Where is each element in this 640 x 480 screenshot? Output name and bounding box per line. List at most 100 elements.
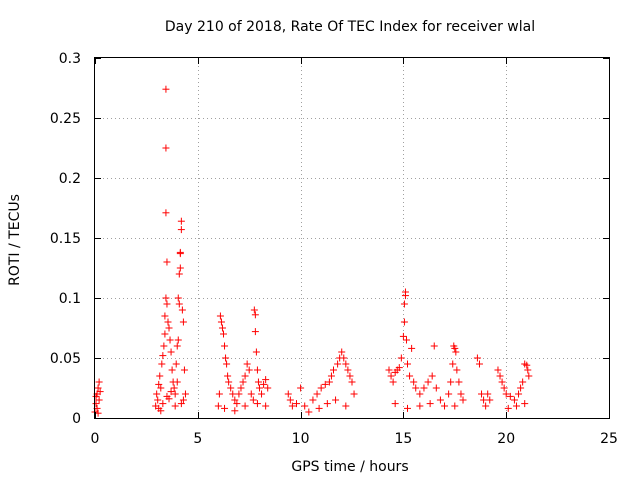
- data-point: [309, 396, 317, 404]
- data-point: [510, 396, 518, 404]
- data-point: [166, 336, 174, 344]
- data-point: [153, 390, 161, 398]
- data-point: [416, 402, 424, 410]
- data-point: [253, 400, 261, 408]
- data-point: [224, 372, 232, 380]
- data-point: [170, 384, 178, 392]
- data-point: [258, 390, 266, 398]
- data-point: [264, 384, 272, 392]
- x-tick-label: 20: [497, 431, 515, 447]
- data-point: [260, 380, 268, 388]
- data-point: [406, 372, 414, 380]
- data-point: [297, 384, 305, 392]
- data-point: [519, 378, 527, 386]
- data-point: [504, 404, 512, 412]
- data-point: [163, 392, 171, 400]
- data-point: [452, 348, 460, 356]
- x-tick-label: 0: [91, 431, 100, 447]
- data-point: [410, 378, 418, 386]
- data-point: [451, 344, 459, 352]
- data-point: [160, 342, 168, 350]
- data-point: [92, 392, 100, 400]
- data-point: [404, 360, 412, 368]
- data-point: [447, 378, 455, 386]
- data-point: [215, 390, 223, 398]
- data-point: [502, 390, 510, 398]
- data-point: [227, 384, 235, 392]
- data-point: [397, 354, 405, 362]
- y-tick-label: 0.25: [50, 111, 81, 127]
- data-point: [154, 396, 162, 404]
- data-points: [91, 85, 533, 417]
- data-point: [221, 404, 229, 412]
- data-point: [255, 384, 263, 392]
- data-point: [173, 342, 181, 350]
- data-point: [180, 366, 188, 374]
- data-point: [231, 407, 239, 415]
- data-point: [432, 384, 440, 392]
- data-point: [222, 354, 230, 362]
- data-point: [338, 348, 346, 356]
- data-point: [475, 360, 483, 368]
- data-point: [251, 311, 259, 319]
- data-point: [412, 384, 420, 392]
- data-point: [498, 378, 506, 386]
- data-point: [288, 402, 296, 410]
- data-point: [284, 390, 292, 398]
- data-point: [313, 390, 321, 398]
- data-point: [95, 396, 103, 404]
- y-tick-label: 0.1: [59, 291, 81, 307]
- data-point: [241, 372, 249, 380]
- data-point: [342, 360, 350, 368]
- data-point: [416, 390, 424, 398]
- data-point: [164, 318, 172, 326]
- data-point: [408, 344, 416, 352]
- x-axis-label: GPS time / hours: [291, 459, 408, 475]
- data-point: [179, 318, 187, 326]
- data-point: [500, 384, 508, 392]
- data-point: [247, 390, 255, 398]
- data-point: [177, 226, 185, 234]
- data-point: [172, 360, 180, 368]
- data-point: [175, 270, 183, 278]
- data-point: [484, 390, 492, 398]
- data-point: [512, 402, 520, 410]
- data-point: [250, 306, 258, 314]
- data-point: [327, 372, 335, 380]
- data-point: [245, 366, 253, 374]
- data-point: [175, 300, 183, 308]
- data-point: [161, 330, 169, 338]
- y-tick-label: 0.2: [59, 171, 81, 187]
- grid-layer: [95, 58, 609, 418]
- data-point: [457, 390, 465, 398]
- data-point: [171, 402, 179, 410]
- x-tick-label: 5: [193, 431, 202, 447]
- data-point: [216, 312, 224, 320]
- data-point: [241, 402, 249, 410]
- data-point: [162, 294, 170, 302]
- data-point: [449, 360, 457, 368]
- data-point: [157, 384, 165, 392]
- data-point: [159, 400, 167, 408]
- data-point: [441, 402, 449, 410]
- data-point: [445, 390, 453, 398]
- data-point: [317, 384, 325, 392]
- data-point: [217, 318, 225, 326]
- data-point: [348, 378, 356, 386]
- y-axis-label: ROTI / TECUs: [7, 194, 23, 286]
- data-point: [350, 390, 358, 398]
- data-point: [233, 400, 241, 408]
- data-point: [515, 390, 523, 398]
- data-point: [334, 360, 342, 368]
- data-point: [506, 392, 514, 400]
- data-point: [225, 378, 233, 386]
- data-point: [340, 354, 348, 362]
- data-point: [94, 384, 102, 392]
- x-tick-label: 25: [600, 431, 618, 447]
- data-point: [486, 396, 494, 404]
- data-point: [400, 318, 408, 326]
- data-point: [159, 352, 167, 360]
- data-point: [286, 396, 294, 404]
- chart-title: Day 210 of 2018, Rate Of TEC Index for r…: [165, 19, 535, 35]
